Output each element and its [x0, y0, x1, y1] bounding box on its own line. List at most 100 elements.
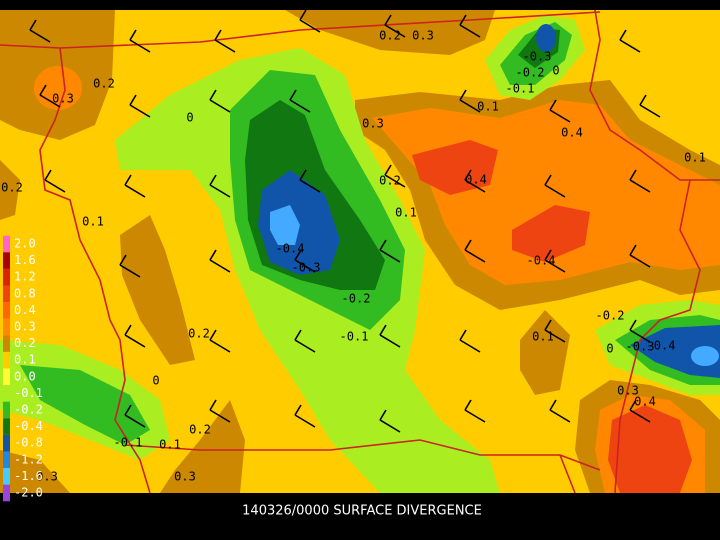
wind-barb	[29, 19, 51, 43]
legend-label: 1.2	[14, 270, 36, 284]
wind-barb	[124, 404, 146, 428]
contour-label: -0.4	[276, 242, 305, 256]
wind-barb	[549, 399, 571, 423]
wind-barb	[39, 84, 61, 108]
legend-swatch	[3, 302, 10, 319]
contour-label: 0	[552, 64, 559, 78]
contour-label: 0.2	[379, 29, 401, 43]
wind-barb	[214, 29, 236, 53]
legend-label: 0.8	[14, 286, 36, 300]
contour-label: 0.3	[52, 92, 74, 106]
wind-barb	[544, 174, 566, 198]
wind-barb	[124, 324, 146, 348]
contour-label: -0.1	[114, 436, 143, 450]
legend-label: -0.8	[14, 436, 43, 450]
wind-barb	[299, 169, 321, 193]
contour-label: 0	[152, 374, 159, 388]
contour-label: 0.1	[532, 330, 554, 344]
contour-label: 0.3	[412, 29, 434, 43]
legend-swatch	[3, 351, 10, 369]
wind-barb	[299, 9, 321, 33]
legend-swatch	[3, 484, 10, 502]
contour-label: 0.4	[634, 395, 656, 409]
border	[614, 179, 701, 494]
wind-barb	[464, 169, 486, 193]
field-red	[608, 405, 692, 493]
wind-barb	[459, 329, 481, 353]
wind-barb	[294, 329, 316, 353]
wind-barb	[379, 324, 401, 348]
legend-label: -0.2	[14, 403, 43, 417]
legend-swatch	[3, 335, 10, 352]
wind-barb	[209, 89, 231, 113]
field-brown	[520, 310, 570, 395]
field-blue	[258, 170, 340, 275]
contour-label: 0.3	[362, 117, 384, 131]
wind-barb	[549, 99, 571, 123]
field-brown	[160, 400, 245, 493]
legend-swatch	[3, 318, 10, 336]
field-blue	[536, 24, 556, 52]
wind-barb	[209, 399, 231, 423]
contour-label: 0.4	[465, 173, 487, 187]
contour-label: -0.1	[506, 82, 535, 96]
wind-barb	[544, 319, 566, 343]
legend-label: -1.2	[14, 452, 43, 466]
wind-barb	[464, 239, 486, 263]
legend-swatch	[3, 385, 10, 402]
legend-label: 0.0	[14, 369, 36, 383]
wind-barb	[544, 249, 566, 273]
contour-label: -0.3	[523, 50, 552, 64]
legend-swatch	[3, 235, 10, 253]
wind-barb	[464, 399, 486, 423]
wind-barb	[294, 404, 316, 428]
wind-barb	[629, 244, 651, 268]
wind-barb	[629, 169, 651, 193]
legend-swatch	[3, 418, 10, 435]
contour-label: 0.2	[1, 181, 23, 195]
border	[589, 9, 720, 181]
legend-swatch	[3, 451, 10, 469]
legend-swatch	[3, 268, 10, 286]
field-blue	[630, 325, 720, 378]
field-red	[512, 205, 590, 262]
contour-label: 0.4	[561, 126, 583, 140]
legend-label: -1.6	[14, 469, 43, 483]
field-brown	[0, 160, 20, 220]
wind-barb	[209, 249, 231, 273]
wind-barb	[459, 89, 481, 113]
legend-label: -0.4	[14, 419, 43, 433]
contour-label: -0.3	[292, 261, 321, 275]
field-brown	[0, 450, 70, 493]
legend: 2.0 1.6 1.2 0.8 0.4 0.3 0.2 0.1 0.0 -0.1 -0.2 -0.4 -…	[3, 235, 43, 502]
contour-label: -0.3	[626, 340, 655, 354]
legend-label: 0.3	[14, 320, 36, 334]
legend-label: 0.1	[14, 353, 36, 367]
contour-label: -0.2	[342, 292, 371, 306]
wind-barb	[619, 29, 641, 53]
legend-label: -2.0	[14, 486, 43, 500]
wind-barb	[129, 29, 151, 53]
border	[39, 47, 151, 494]
contour-fill	[0, 10, 720, 493]
field-brown	[120, 215, 195, 365]
contour-label: 0.2	[188, 327, 210, 341]
wind-barb	[459, 14, 481, 38]
legend-swatch	[3, 468, 10, 485]
wind-barb	[124, 174, 146, 198]
legend-label: 0.4	[14, 303, 36, 317]
border	[0, 11, 601, 49]
field-cyan	[691, 346, 719, 366]
wind-barb	[294, 249, 316, 273]
contour-labels: 0.2 0.3 -0.3 -0.2 0 -0.1 0.3 0.2 0 0.1 0.3 0.4 0.1 0.…	[1, 29, 706, 484]
wind-barb	[629, 399, 651, 423]
wind-barb	[209, 329, 231, 353]
wind-barb	[384, 14, 406, 38]
legend-swatch	[3, 401, 10, 419]
contour-label: -0.4	[527, 254, 556, 268]
field-red	[412, 140, 498, 195]
legend-label: 0.2	[14, 336, 36, 350]
contour-label: -0.4	[647, 339, 676, 353]
contour-label: 0	[606, 342, 613, 356]
